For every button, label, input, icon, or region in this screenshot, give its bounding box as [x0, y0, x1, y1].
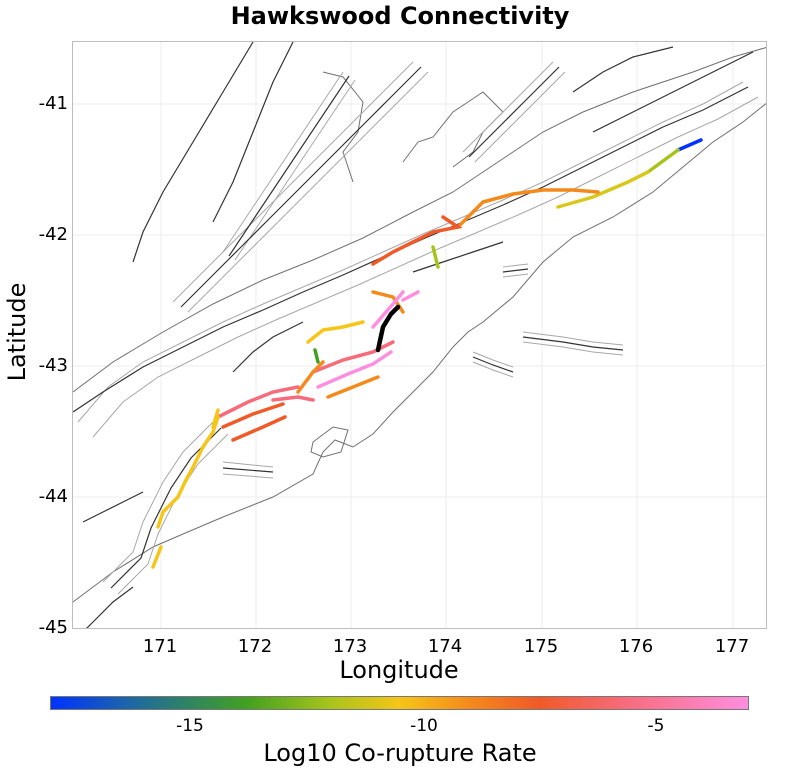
rupture-segment	[371, 215, 463, 266]
colorbar	[50, 696, 749, 710]
rupture-segment	[401, 290, 420, 302]
rupture-segment	[221, 402, 285, 429]
y-tick-label: -44	[38, 486, 68, 507]
rupture-segment	[151, 545, 163, 569]
y-tick-label: -42	[38, 224, 68, 245]
y-tick-label: -45	[38, 617, 68, 638]
coastline	[73, 47, 766, 603]
y-tick-label: -41	[38, 93, 68, 114]
map-plot-area[interactable]	[72, 41, 767, 629]
rupture-segment	[556, 170, 650, 209]
x-tick-label: 177	[714, 636, 750, 657]
x-tick-label: 176	[618, 636, 654, 657]
grid-lines	[73, 42, 766, 628]
x-tick-label: 171	[142, 636, 178, 657]
rupture-segment	[311, 340, 395, 374]
rupture-segment	[371, 290, 405, 329]
rupture-segment	[216, 385, 300, 419]
x-tick-label: 175	[523, 636, 559, 657]
chart-title: Hawkswood Connectivity	[230, 2, 570, 30]
rupture-segments	[151, 138, 703, 569]
rupture-segment	[431, 245, 440, 269]
x-tick-label: 173	[332, 636, 368, 657]
x-tick-label: 174	[427, 636, 463, 657]
y-tick-label: -43	[38, 355, 68, 376]
colorbar-tick-label: -10	[410, 716, 438, 736]
rupture-segment	[296, 360, 325, 394]
rupture-segment	[316, 350, 393, 389]
x-axis-label: Longitude	[339, 656, 459, 684]
colorbar-tick-label: -15	[176, 716, 204, 736]
rupture-segment	[306, 320, 365, 344]
rupture-segment	[211, 408, 220, 429]
rupture-segment	[271, 395, 315, 402]
colorbar-label: Log10 Co-rupture Rate	[263, 739, 537, 767]
rupture-segment	[676, 138, 703, 152]
colorbar-tick-label: -5	[647, 716, 665, 736]
fault-patches	[77, 61, 759, 595]
y-axis-label: Latitude	[3, 282, 31, 382]
rupture-segment	[231, 415, 287, 442]
rupture-segment	[646, 148, 680, 174]
x-tick-label: 172	[237, 636, 273, 657]
rupture-segment	[456, 188, 600, 229]
rupture-segment	[326, 375, 380, 399]
map-svg	[73, 42, 766, 628]
rupture-segment	[313, 348, 320, 364]
fault-traces	[73, 42, 754, 628]
rupture-segment	[156, 415, 220, 529]
highlighted-rupture	[375, 304, 401, 353]
